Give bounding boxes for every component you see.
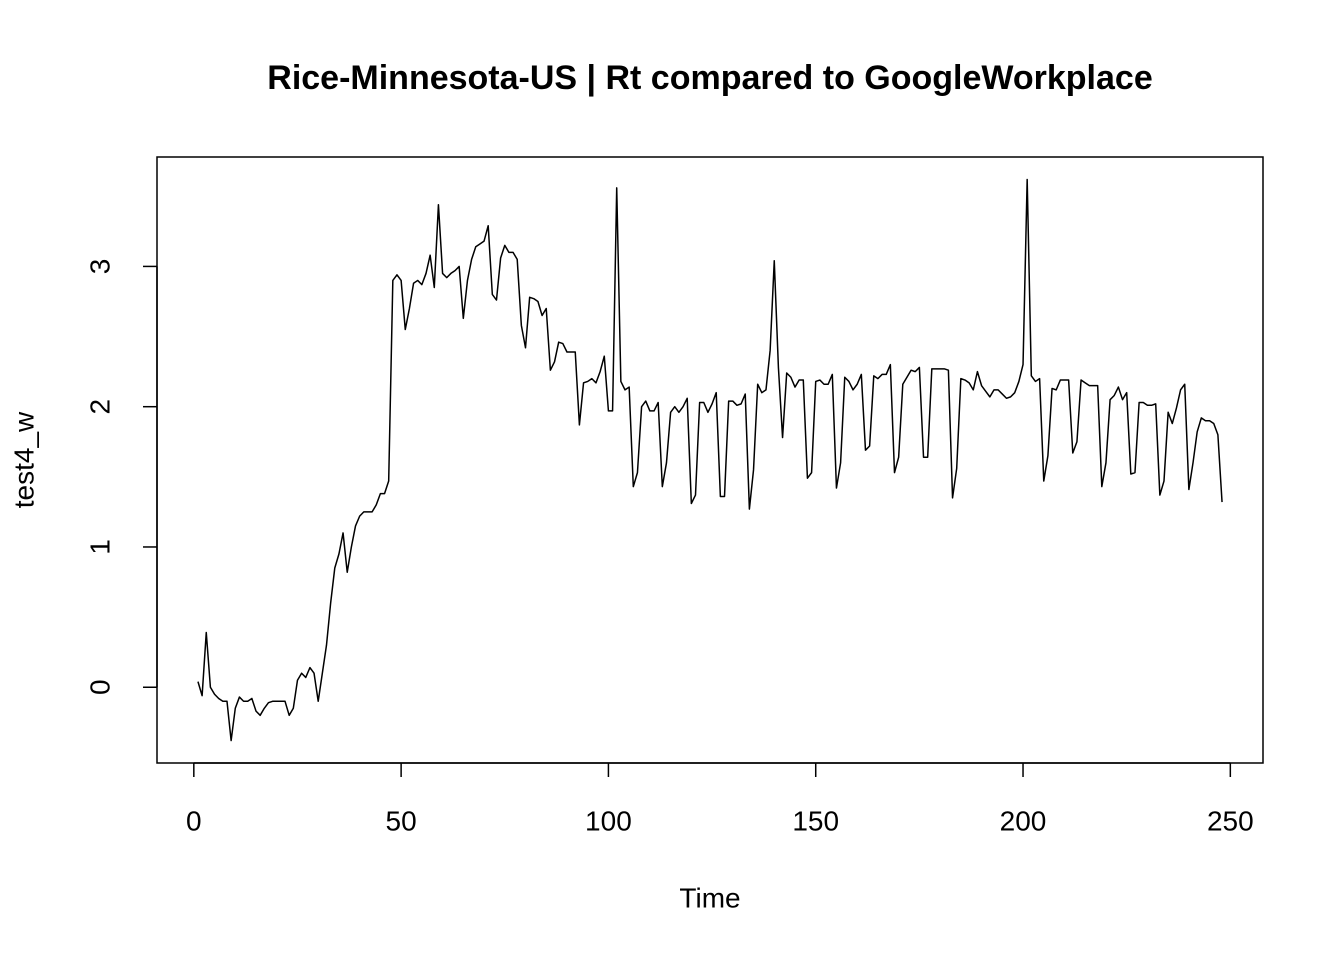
x-tick-label: 150 — [792, 805, 839, 836]
y-tick-label: 1 — [84, 539, 115, 555]
y-axis-label: test4_w — [8, 411, 39, 508]
y-tick-label: 2 — [84, 399, 115, 415]
chart-title: Rice-Minnesota-US | Rt compared to Googl… — [267, 59, 1152, 97]
x-tick-label: 250 — [1207, 805, 1254, 836]
data-line — [197, 178, 1223, 742]
y-tick-label: 0 — [84, 679, 115, 695]
x-tick-label: 0 — [186, 805, 202, 836]
x-tick-label: 100 — [585, 805, 632, 836]
x-axis-label: Time — [679, 882, 740, 913]
x-tick-label: 200 — [1000, 805, 1047, 836]
x-tick-label: 50 — [386, 805, 417, 836]
y-tick-label: 3 — [84, 259, 115, 275]
